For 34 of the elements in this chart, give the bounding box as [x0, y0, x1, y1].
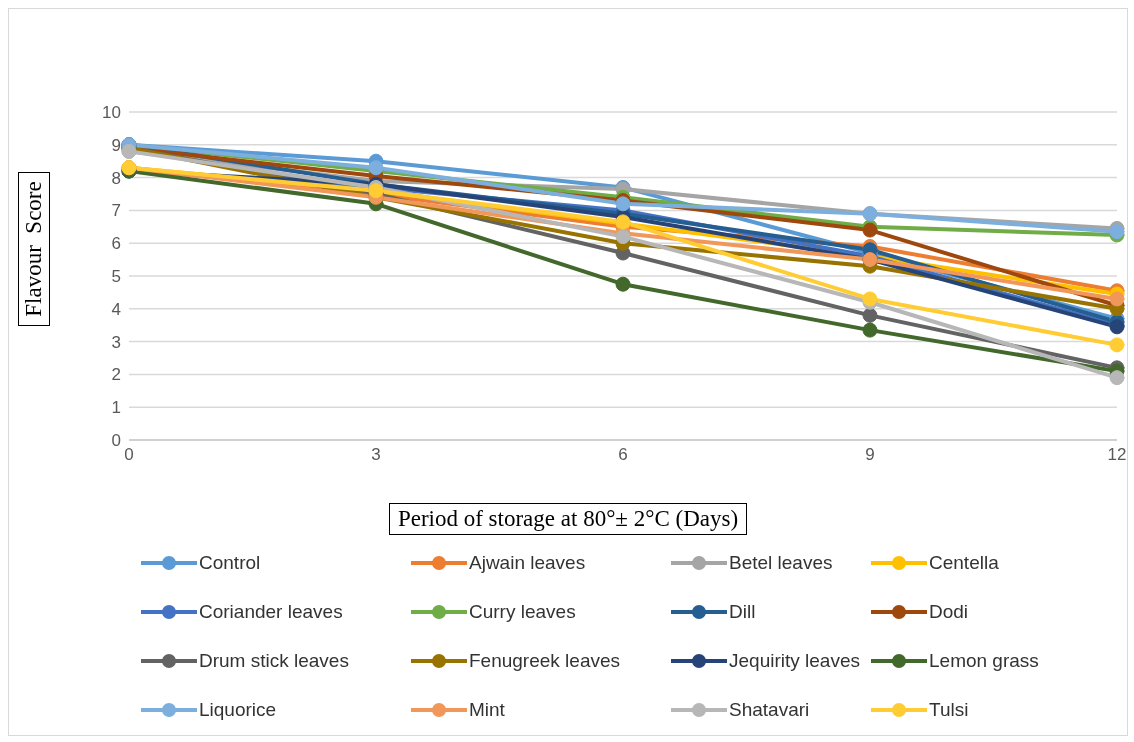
legend-label: Drum stick leaves: [199, 649, 349, 672]
legend-label: Dill: [729, 600, 756, 623]
y-tick-label: 8: [111, 168, 121, 188]
x-tick-label: 9: [865, 445, 875, 465]
y-tick-label: 3: [111, 332, 121, 352]
x-tick-label: 3: [371, 445, 381, 465]
y-tick-label: 2: [111, 365, 121, 385]
legend-label: Centella: [929, 551, 999, 574]
legend-label: Curry leaves: [469, 600, 576, 623]
y-tick-label: 7: [111, 201, 121, 221]
legend-label: Betel leaves: [729, 551, 833, 574]
legend-label: Dodi: [929, 600, 969, 623]
x-tick-label: 0: [124, 445, 134, 465]
legend-label: Liquorice: [199, 698, 277, 721]
y-tick-label: 10: [102, 103, 121, 123]
y-axis-title: Flavour Score: [18, 172, 50, 326]
y-tick-label: 9: [111, 135, 121, 155]
y-tick-label: 0: [111, 431, 121, 451]
x-axis-title: Period of storage at 80°± 2°C (Days): [388, 503, 748, 535]
y-tick-label: 1: [111, 398, 121, 418]
legend-label: Coriander leaves: [199, 600, 343, 623]
legend-label: Tulsi: [929, 698, 969, 721]
legend-label: Ajwain leaves: [469, 551, 586, 574]
legend-label: Jequirity leaves: [729, 649, 860, 672]
legend-label: Lemon grass: [929, 649, 1039, 672]
x-tick-label: 6: [618, 445, 628, 465]
legend-label: Fenugreek leaves: [469, 649, 621, 672]
x-tick-label: 12: [1107, 445, 1127, 465]
legend-label: Mint: [469, 698, 505, 721]
y-tick-label: 6: [111, 234, 121, 254]
legend-label: Shatavari: [729, 698, 810, 721]
y-tick-label: 4: [111, 299, 121, 319]
legend-label: Control: [199, 551, 261, 574]
y-tick-label: 5: [111, 267, 121, 287]
